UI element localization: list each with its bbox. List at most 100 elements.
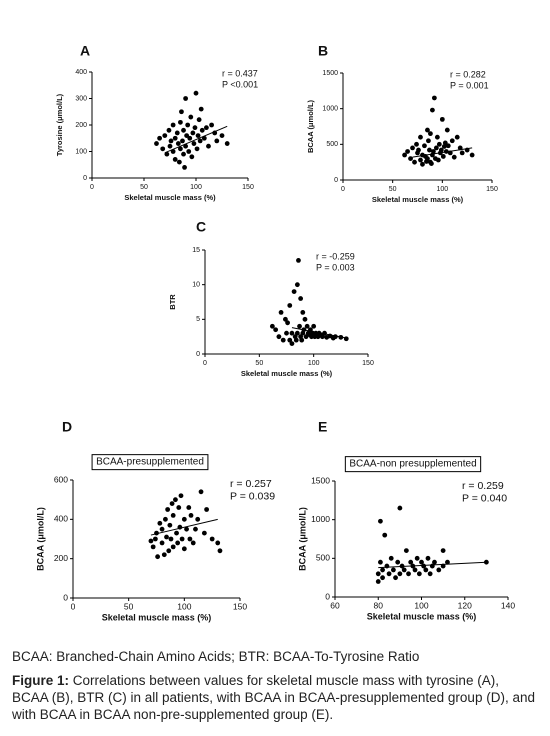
x-axis-label: Skeletal muscle mass (%) xyxy=(372,195,464,204)
group-label-box xyxy=(91,454,209,471)
point xyxy=(444,127,450,133)
y-axis-label: BCAA (μmol/L) xyxy=(35,507,45,571)
point xyxy=(449,138,455,144)
point xyxy=(459,150,465,156)
x-tick-label: 100 xyxy=(177,601,191,611)
y-tick-label: 0 xyxy=(83,175,87,182)
point xyxy=(412,567,418,573)
annotation: P = 0.039 xyxy=(230,490,275,502)
point xyxy=(402,152,407,158)
point xyxy=(425,555,431,561)
point xyxy=(432,559,437,565)
point xyxy=(195,133,201,139)
point xyxy=(178,146,183,152)
point xyxy=(178,119,183,125)
fit-line xyxy=(378,561,487,569)
point xyxy=(192,125,198,131)
point xyxy=(204,125,209,131)
point xyxy=(209,122,215,128)
point xyxy=(304,323,310,329)
point xyxy=(181,516,187,522)
point xyxy=(393,575,398,581)
annotation: P = 0.003 xyxy=(316,262,355,272)
point xyxy=(188,513,194,518)
x-axis-label: Skeletal muscle mass (%) xyxy=(367,611,477,621)
point xyxy=(380,575,385,581)
point xyxy=(163,516,168,522)
point xyxy=(378,518,383,524)
point xyxy=(429,161,434,166)
x-tick-label: 100 xyxy=(414,600,428,610)
y-axis-label: BCAA (μmol/L) xyxy=(306,99,315,153)
point xyxy=(154,141,159,146)
point xyxy=(182,165,187,170)
point xyxy=(418,134,423,140)
x-tick-label: 100 xyxy=(436,186,448,193)
point xyxy=(166,548,172,554)
y-tick-label: 400 xyxy=(54,514,68,524)
point xyxy=(276,334,282,340)
point xyxy=(206,143,211,149)
x-tick-label: 60 xyxy=(330,600,340,610)
point xyxy=(287,303,293,308)
fit-line xyxy=(150,518,218,536)
point xyxy=(169,501,175,506)
point xyxy=(289,330,295,336)
point xyxy=(375,579,381,584)
point xyxy=(436,141,442,147)
point xyxy=(430,149,436,154)
y-tick-label: 500 xyxy=(326,141,338,148)
point xyxy=(439,116,445,122)
point xyxy=(431,95,437,101)
point xyxy=(420,161,425,167)
point xyxy=(283,316,288,322)
point xyxy=(440,154,446,159)
point xyxy=(152,536,158,542)
y-axis-label: BTR xyxy=(168,294,177,310)
point xyxy=(427,571,433,577)
point xyxy=(296,258,301,263)
point xyxy=(181,127,186,133)
point xyxy=(294,282,300,288)
panel-letter: E xyxy=(318,419,327,435)
x-tick-label: 100 xyxy=(190,184,202,191)
point xyxy=(403,548,409,553)
point xyxy=(180,138,185,144)
point xyxy=(375,571,381,577)
y-tick-label: 1500 xyxy=(311,475,330,485)
point xyxy=(418,157,423,163)
point xyxy=(175,540,181,546)
point xyxy=(179,536,185,542)
point xyxy=(183,96,189,101)
point xyxy=(414,555,420,561)
y-tick-label: 400 xyxy=(75,69,87,76)
group-label: BCAA-presupplemented xyxy=(96,457,204,468)
x-axis-label: Skeletal muscle mass (%) xyxy=(241,369,333,378)
y-tick-label: 0 xyxy=(196,351,200,358)
point xyxy=(442,140,448,146)
point xyxy=(395,559,401,565)
point xyxy=(170,544,176,550)
point xyxy=(440,548,446,553)
point xyxy=(199,127,205,133)
point xyxy=(434,134,440,140)
caption-text: Correlations between values for skeletal… xyxy=(12,673,535,722)
point xyxy=(157,520,163,526)
point xyxy=(401,567,407,573)
x-tick-label: 140 xyxy=(501,600,515,610)
y-axis-label: BCAA (μmol/L) xyxy=(297,507,307,571)
point xyxy=(181,151,186,157)
y-tick-label: 0 xyxy=(334,177,338,184)
x-tick-label: 50 xyxy=(255,360,263,367)
point xyxy=(408,156,413,162)
point xyxy=(293,337,299,343)
y-tick-label: 200 xyxy=(75,122,87,129)
point xyxy=(187,135,193,141)
point xyxy=(416,571,422,577)
point xyxy=(190,540,196,546)
point xyxy=(311,323,317,329)
point xyxy=(187,536,193,542)
point xyxy=(419,559,424,565)
annotation: r = 0.257 xyxy=(230,478,272,490)
